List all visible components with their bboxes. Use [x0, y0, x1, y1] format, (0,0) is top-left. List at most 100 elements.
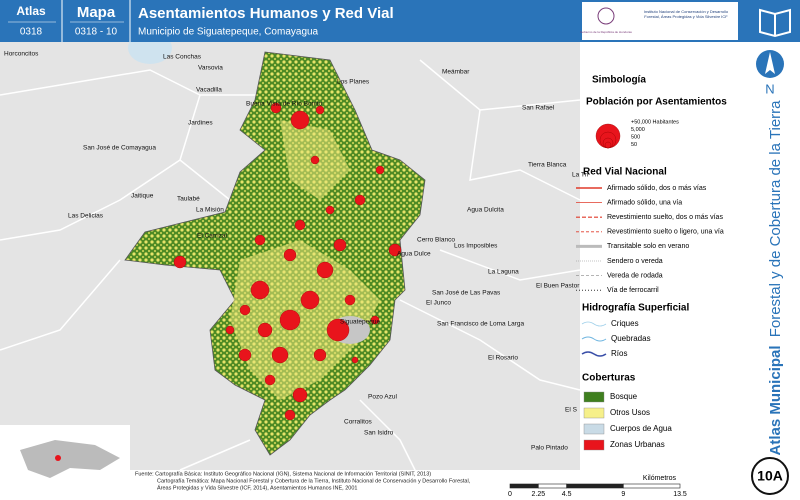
place-label: Pozo Azul: [368, 394, 397, 401]
map-label: Mapa: [77, 4, 116, 21]
legend-text: Coberturas: [582, 373, 636, 384]
place-label: El Carrizal: [197, 233, 228, 240]
place-label: El Buen Pastor: [536, 283, 580, 290]
settlement: [290, 110, 310, 130]
settlements: [173, 102, 402, 421]
legend-cover-swatch: [583, 391, 605, 403]
place-label: Meámbar: [442, 69, 470, 76]
place-label: Corralitos: [344, 419, 373, 426]
legend-cover-swatch: [583, 407, 605, 419]
place-label: La Tri: [572, 172, 588, 179]
settlement: [333, 238, 347, 252]
scale-segment: [623, 483, 681, 489]
scale-label: 0: [508, 491, 512, 498]
settlement: [294, 219, 306, 231]
place-label: El Rosario: [488, 355, 518, 362]
place-label: Jaitique: [131, 193, 154, 200]
place-label: Vacadilla: [196, 87, 222, 94]
place-label: Taulabé: [177, 196, 200, 203]
legend-text: 5,000: [631, 127, 645, 133]
map-title: Asentamientos Humanos y Red Vial: [138, 5, 394, 22]
settlement: [264, 374, 276, 386]
scale-segment: [509, 483, 539, 489]
legend-text: Bosque: [610, 392, 638, 401]
scale-label: 4.5: [562, 491, 572, 498]
place-label: San Francisco de Loma Larga: [437, 321, 524, 328]
scale-label: 13.5: [673, 491, 687, 498]
badge-label: 10A: [757, 468, 783, 484]
legend-text: Ríos: [611, 349, 627, 358]
legend-text: 50: [631, 142, 637, 148]
legend-text: Criques: [611, 319, 639, 328]
legend-text: Otros Usos: [610, 408, 650, 417]
place-label: San José de Comayagua: [83, 145, 156, 152]
legend-hydro-symbol: [581, 351, 607, 357]
legend-text: 500: [631, 134, 640, 140]
legend-text: +50,000 Habitantes: [631, 119, 679, 125]
legend-text: Quebradas: [611, 334, 651, 343]
legend-text: Sendero o vereda: [607, 258, 663, 265]
settlement: [257, 322, 273, 338]
place-label: Varsovia: [198, 65, 223, 72]
place-label: Agua Dulcita: [467, 207, 504, 214]
map-subtitle: Municipio de Siguatepeque, Comayagua: [138, 27, 319, 38]
locator-country: [20, 440, 120, 478]
place-label: Siguatepeque: [340, 319, 381, 326]
scale-label: 2.25: [532, 491, 546, 498]
settlement: [354, 194, 366, 206]
scale-bar: 0 2.25 4.5 9 13.5 Kilómetros: [508, 475, 687, 498]
locator-marker: [55, 455, 61, 461]
settlement: [351, 356, 359, 364]
settlement: [239, 304, 251, 316]
atlas-code: 0318: [20, 27, 43, 38]
legend-text: Hidrografía Superficial: [582, 303, 689, 314]
place-label: Horconcitos: [4, 51, 39, 58]
legend-cover-swatch: [583, 423, 605, 435]
atlas-label: Atlas: [16, 4, 46, 18]
legend-text: Revestimiento suelto o ligero, una vía: [607, 229, 724, 236]
logo-right-box: Instituto Nacional de Conservación y Des…: [643, 10, 729, 19]
settlement: [375, 165, 385, 175]
settlement: [370, 315, 380, 325]
logo-left: Gobierno de la República de Honduras: [580, 30, 632, 34]
place-label: Los Planes: [337, 79, 370, 86]
settlement: [313, 348, 327, 362]
source-text: Cartografía Temática: Mapa Nacional Fore…: [157, 478, 471, 484]
legend-text: Afirmado sólido, una vía: [607, 199, 682, 206]
settlement: [270, 102, 282, 114]
book-icon: [759, 8, 791, 38]
settlement: [284, 409, 296, 421]
source-text: Fuente: Cartografía Básica: Instituto Ge…: [135, 471, 431, 477]
place-label: Las Delicias: [68, 213, 104, 220]
place-label: Las Conchas: [163, 54, 202, 61]
logo-right: Instituto Nacional de Conservación y Des…: [643, 10, 729, 19]
side-title-rest: Forestal y de Cobertura de la Tierra: [767, 100, 784, 337]
legend-text: Red Vial Nacional: [583, 167, 667, 178]
place-label: El Junco: [426, 300, 451, 307]
scale-unit: Kilómetros: [643, 475, 677, 482]
scale-segment: [538, 483, 567, 489]
place-label: Los Imposibles: [454, 243, 498, 250]
settlement: [315, 105, 325, 115]
settlement: [250, 280, 270, 300]
settlement: [388, 243, 402, 257]
place-label: Cerro Blanco: [417, 237, 455, 244]
settlement: [283, 248, 297, 262]
place-label: Tierra Blanca: [528, 162, 567, 169]
legend-text: Vía de ferrocarril: [607, 287, 659, 294]
place-label: El S: [565, 407, 578, 414]
place-label: San José de Las Pavas: [432, 290, 501, 297]
legend-panel: [580, 42, 750, 470]
settlement: [238, 348, 252, 362]
settlement: [279, 309, 301, 331]
legend-cover-swatch: [583, 439, 605, 451]
settlement: [316, 261, 334, 279]
place-labels: Horconcitos Las Conchas Varsovia Vacadilla L…: [4, 51, 588, 452]
source-text: Áreas Protegidas y Vida Silvestre (ICF, …: [157, 484, 357, 491]
legend-text: Cuerpos de Agua: [610, 424, 672, 433]
place-label: La Misión: [196, 207, 224, 214]
settlement: [310, 155, 320, 165]
place-label: Agua Dulce: [397, 251, 431, 258]
